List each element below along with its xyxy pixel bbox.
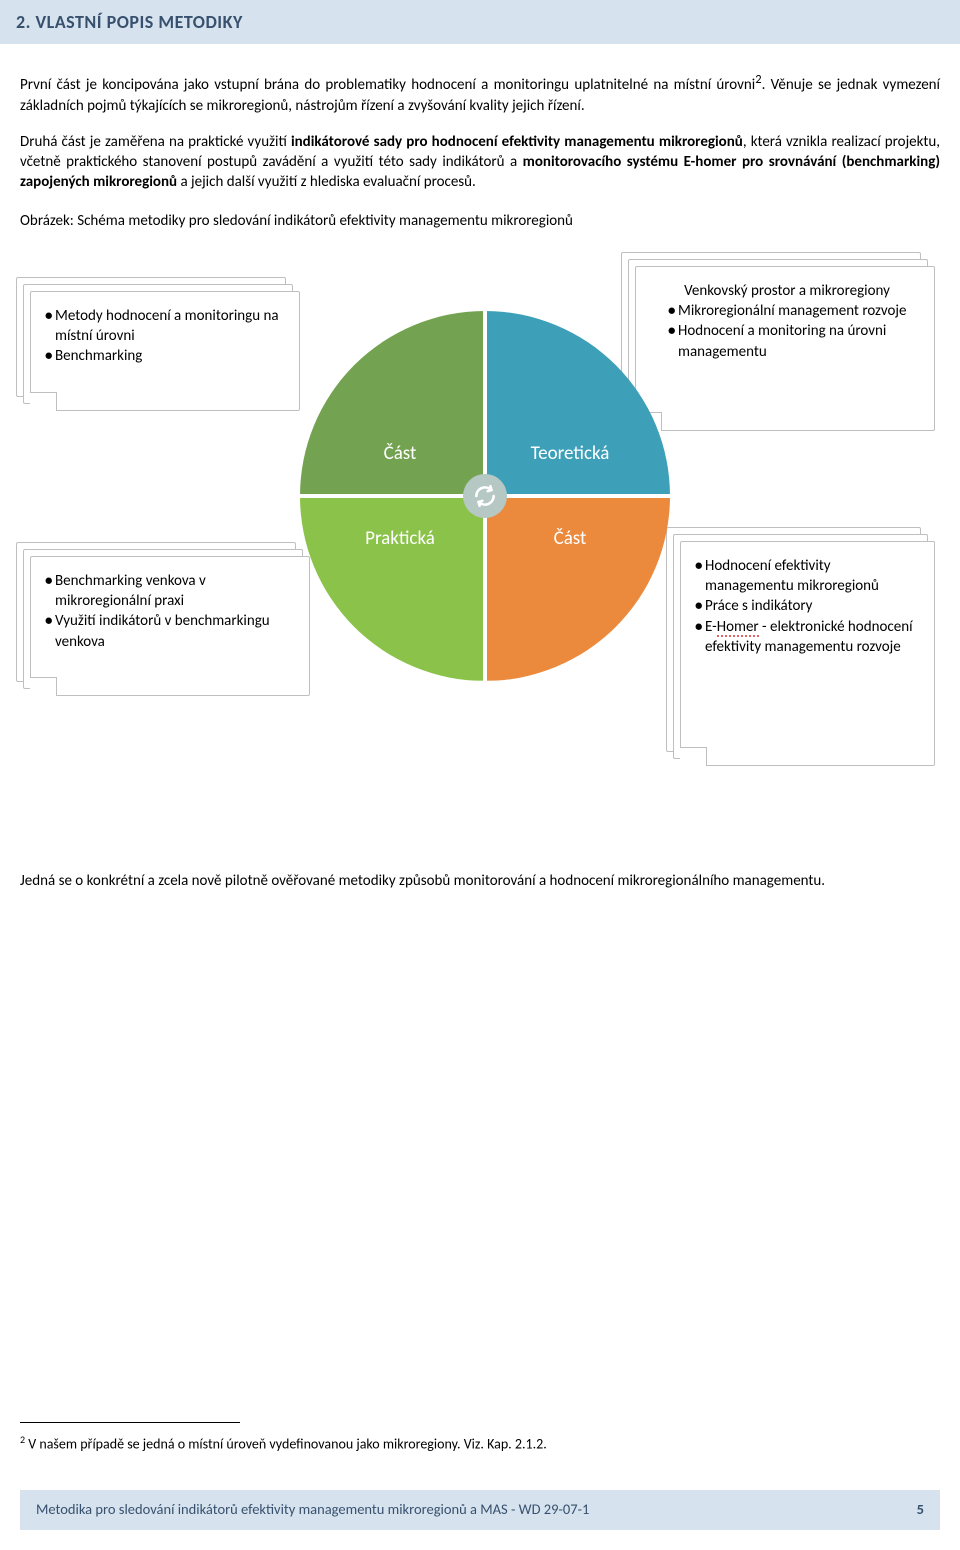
paragraph-1: První část je koncipována jako vstupní b… [20, 72, 940, 116]
footer-text: Metodika pro sledování indikátorů efekti… [36, 1500, 589, 1520]
page-number: 5 [917, 1500, 924, 1520]
note-br-item: Hodnocení efektivity managementu mikrore… [705, 556, 920, 597]
note-tr-title: Venkovský prostor a mikroregiony [650, 281, 920, 301]
paragraph-2: Druhá část je zaměřena na praktické využ… [20, 132, 940, 193]
note-tr-item: Mikroregionální management rozvoje [678, 301, 920, 321]
quad-label-bl: Praktická [320, 526, 480, 552]
quad-label-tl: Část [320, 441, 480, 467]
footnote: 2 V našem případě se jedná o místní úrov… [20, 1433, 940, 1455]
note-tl: •Metody hodnocení a monitoringu na místn… [30, 291, 300, 411]
page-footer: Metodika pro sledování indikátorů efekti… [20, 1490, 940, 1530]
note-tr-item: Hodnocení a monitoring na úrovni managem… [678, 321, 920, 362]
methodology-diagram: •Metody hodnocení a monitoringu na místn… [20, 251, 940, 831]
footnote-rule [20, 1422, 240, 1423]
note-bl-item: Využití indikátorů v benchmarkingu venko… [55, 611, 295, 652]
text: a jejich další využití z hlediska evalua… [177, 173, 476, 191]
paragraph-3: Jedná se o konkrétní a zcela nově pilotn… [20, 871, 940, 891]
note-br-item: Práce s indikátory [705, 596, 920, 616]
cycle-icon [463, 474, 507, 518]
note-tl-item: Benchmarking [55, 346, 285, 366]
note-bl: •Benchmarking venkova v mikroregionální … [30, 556, 310, 696]
note-br-item: E-Homer - elektronické hodnocení efektiv… [705, 617, 920, 658]
note-tl-item: Metody hodnocení a monitoringu na místní… [55, 306, 285, 347]
figure-caption: Obrázek: Schéma metodiky pro sledování i… [20, 211, 940, 231]
text: První část je koncipována jako vstupní b… [20, 76, 755, 94]
note-tr: Venkovský prostor a mikroregiony •Mikror… [635, 266, 935, 431]
footnote-block: 2 V našem případě se jedná o místní úrov… [20, 1422, 940, 1455]
note-bl-item: Benchmarking venkova v mikroregionální p… [55, 571, 295, 612]
section-header: 2. VLASTNÍ POPIS METODIKY [0, 0, 960, 44]
text-bold: indikátorové sady pro hodnocení efektivi… [291, 133, 743, 151]
quad-label-tr: Teoretická [490, 441, 650, 467]
text: Druhá část je zaměřena na praktické využ… [20, 133, 291, 151]
footnote-text: V našem případě se jedná o místní úroveň… [25, 1436, 547, 1453]
pie-chart: Část Teoretická Část Praktická [300, 311, 670, 681]
quad-label-br: Část [490, 526, 650, 552]
note-br: •Hodnocení efektivity managementu mikror… [680, 541, 935, 766]
